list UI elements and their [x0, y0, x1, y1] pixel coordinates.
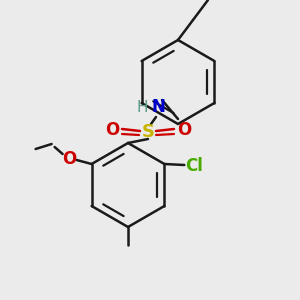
Text: N: N [151, 98, 165, 116]
Text: O: O [177, 121, 191, 139]
Text: S: S [142, 123, 154, 141]
Text: O: O [105, 121, 119, 139]
Text: Cl: Cl [185, 157, 203, 175]
Text: H: H [136, 100, 148, 115]
Text: O: O [62, 150, 77, 168]
